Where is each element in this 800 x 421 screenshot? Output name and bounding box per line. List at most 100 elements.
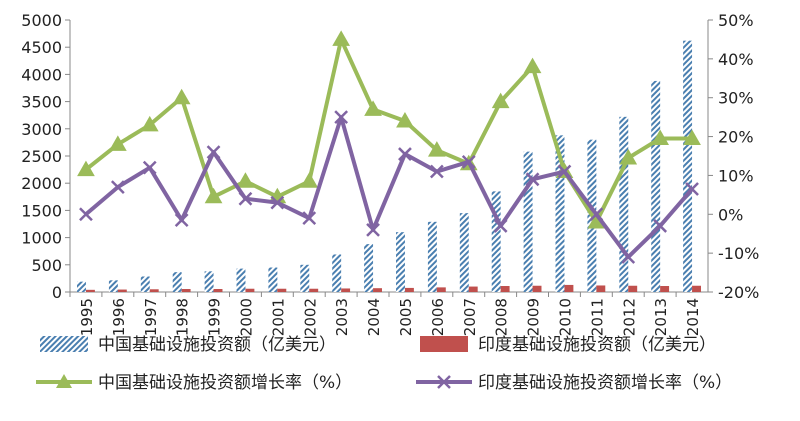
legend-swatch-china-bar	[40, 336, 88, 352]
india-investment-bar	[117, 289, 127, 292]
x-axis-tick-label: 2014	[684, 298, 702, 336]
right-axis-tick-label: -10%	[718, 244, 759, 263]
legend-swatch-india-bar	[420, 336, 468, 352]
left-axis-tick-label: 1500	[21, 201, 62, 220]
china-growth-point	[651, 129, 670, 146]
india-growth-point	[429, 164, 444, 179]
india-growth-point	[685, 182, 699, 196]
india-growth-point	[334, 110, 349, 125]
x-axis-tick-label: 2013	[652, 298, 670, 336]
china-investment-bar	[364, 244, 374, 292]
china-growth-point	[300, 172, 319, 188]
india-growth-point	[238, 191, 253, 206]
india-growth-point-stroke	[206, 145, 221, 159]
india-investment-bar	[213, 289, 223, 292]
india-growth-point-stroke	[493, 219, 508, 233]
india-investment-bar	[341, 288, 351, 292]
india-growth-point-stroke	[525, 172, 540, 187]
x-axis-tick-label: 1996	[110, 298, 128, 336]
india-growth-point	[366, 222, 380, 237]
china-investment-bar	[332, 254, 342, 292]
india-growth-point	[398, 147, 412, 161]
x-axis-tick-label: 2004	[365, 298, 383, 336]
x-axis-tick-label: 2011	[588, 298, 606, 336]
china-investment-bar	[300, 264, 310, 292]
right-axis-tick-label: 40%	[718, 50, 754, 69]
china-investment-bar	[268, 267, 278, 292]
x-axis-tick-label: 2007	[461, 298, 479, 336]
china-growth-point	[204, 187, 223, 204]
left-axis-tick-label: 3000	[21, 120, 62, 139]
left-axis-tick-label: 3500	[21, 93, 62, 112]
india-investment-bar	[85, 289, 95, 292]
china-growth-point	[108, 135, 127, 151]
china-investment-bar	[523, 151, 533, 292]
legend: 中国基础设施投资额（亿美元） 印度基础设施投资额（亿美元） 中国基础设施投资额增长率…	[36, 335, 732, 393]
x-axis-tick-label: 2003	[333, 298, 351, 336]
india-growth-point	[302, 211, 317, 226]
india-growth-point-stroke	[653, 219, 668, 233]
india-growth-point	[493, 219, 508, 233]
left-axis-tick-label: 500	[31, 256, 62, 275]
left-axis-tick-label: 5000	[21, 11, 62, 30]
india-investment-bar	[181, 289, 191, 292]
x-axis-tick-label: 2010	[556, 298, 574, 336]
china-investment-bar	[172, 272, 182, 292]
china-growth-point	[364, 100, 382, 116]
india-investment-bar	[532, 285, 542, 292]
india-growth-point-stroke	[589, 207, 604, 222]
china-growth-point	[172, 88, 191, 105]
india-growth-point	[653, 219, 668, 233]
india-investment-bar	[596, 285, 606, 292]
x-axis-tick-label: 1998	[174, 298, 192, 336]
india-growth-point-stroke	[174, 213, 189, 227]
india-investment-bar	[692, 285, 701, 292]
india-growth-point-stroke	[110, 180, 125, 194]
india-growth-point-stroke	[334, 110, 349, 125]
india-growth-point-stroke	[270, 195, 285, 210]
india-investment-bar	[628, 285, 638, 292]
x-axis-tick-label: 2012	[620, 298, 638, 336]
india-growth-point	[621, 250, 636, 264]
china-growth-point	[427, 141, 446, 157]
india-growth-point	[557, 164, 572, 179]
legend-item: 印度基础设施投资额增长率（%）	[416, 373, 732, 393]
x-axis-tick-label: 2006	[429, 298, 447, 336]
india-investment-bar	[660, 286, 670, 292]
legend-item: 印度基础设施投资额（亿美元）	[420, 335, 716, 355]
india-growth-point	[142, 160, 157, 175]
india-growth-point-stroke	[461, 154, 476, 169]
india-growth-point-stroke	[557, 164, 572, 179]
x-axis-tick-label: 2009	[525, 298, 543, 336]
x-axis-tick-label: 2002	[301, 298, 319, 336]
china-investment-bar	[236, 268, 246, 292]
china-investment-bar	[108, 280, 118, 292]
china-investment-bar	[683, 40, 693, 293]
india-investment-bar	[500, 286, 510, 292]
right-axis-tick-label: -20%	[718, 283, 759, 302]
india-growth-point	[174, 213, 189, 227]
china-growth-point	[491, 92, 510, 109]
india-investment-bar	[309, 288, 319, 292]
india-growth-point-stroke	[429, 164, 444, 179]
left-axis-tick-label: 4000	[21, 65, 62, 84]
china-growth-line	[84, 37, 693, 225]
india-investment-bar	[404, 287, 414, 292]
india-growth-point	[206, 145, 221, 159]
china-growth-point	[140, 115, 159, 132]
india-investment-bar	[149, 289, 159, 292]
china-investment-bar	[555, 135, 565, 292]
india-growth-point-stroke	[79, 207, 93, 222]
india-growth-point	[110, 180, 125, 194]
india-growth-point-stroke	[142, 160, 157, 175]
left-axis-tick-label: 4500	[21, 38, 62, 57]
legend-triangle-marker	[56, 374, 72, 388]
right-axis-tick-label: 30%	[718, 89, 754, 108]
x-axis-tick-label: 1995	[78, 298, 96, 336]
china-investment-bar	[140, 276, 150, 292]
china-investment-bar	[459, 213, 469, 292]
india-growth-point-stroke	[685, 182, 699, 196]
india-growth-point	[589, 207, 604, 222]
